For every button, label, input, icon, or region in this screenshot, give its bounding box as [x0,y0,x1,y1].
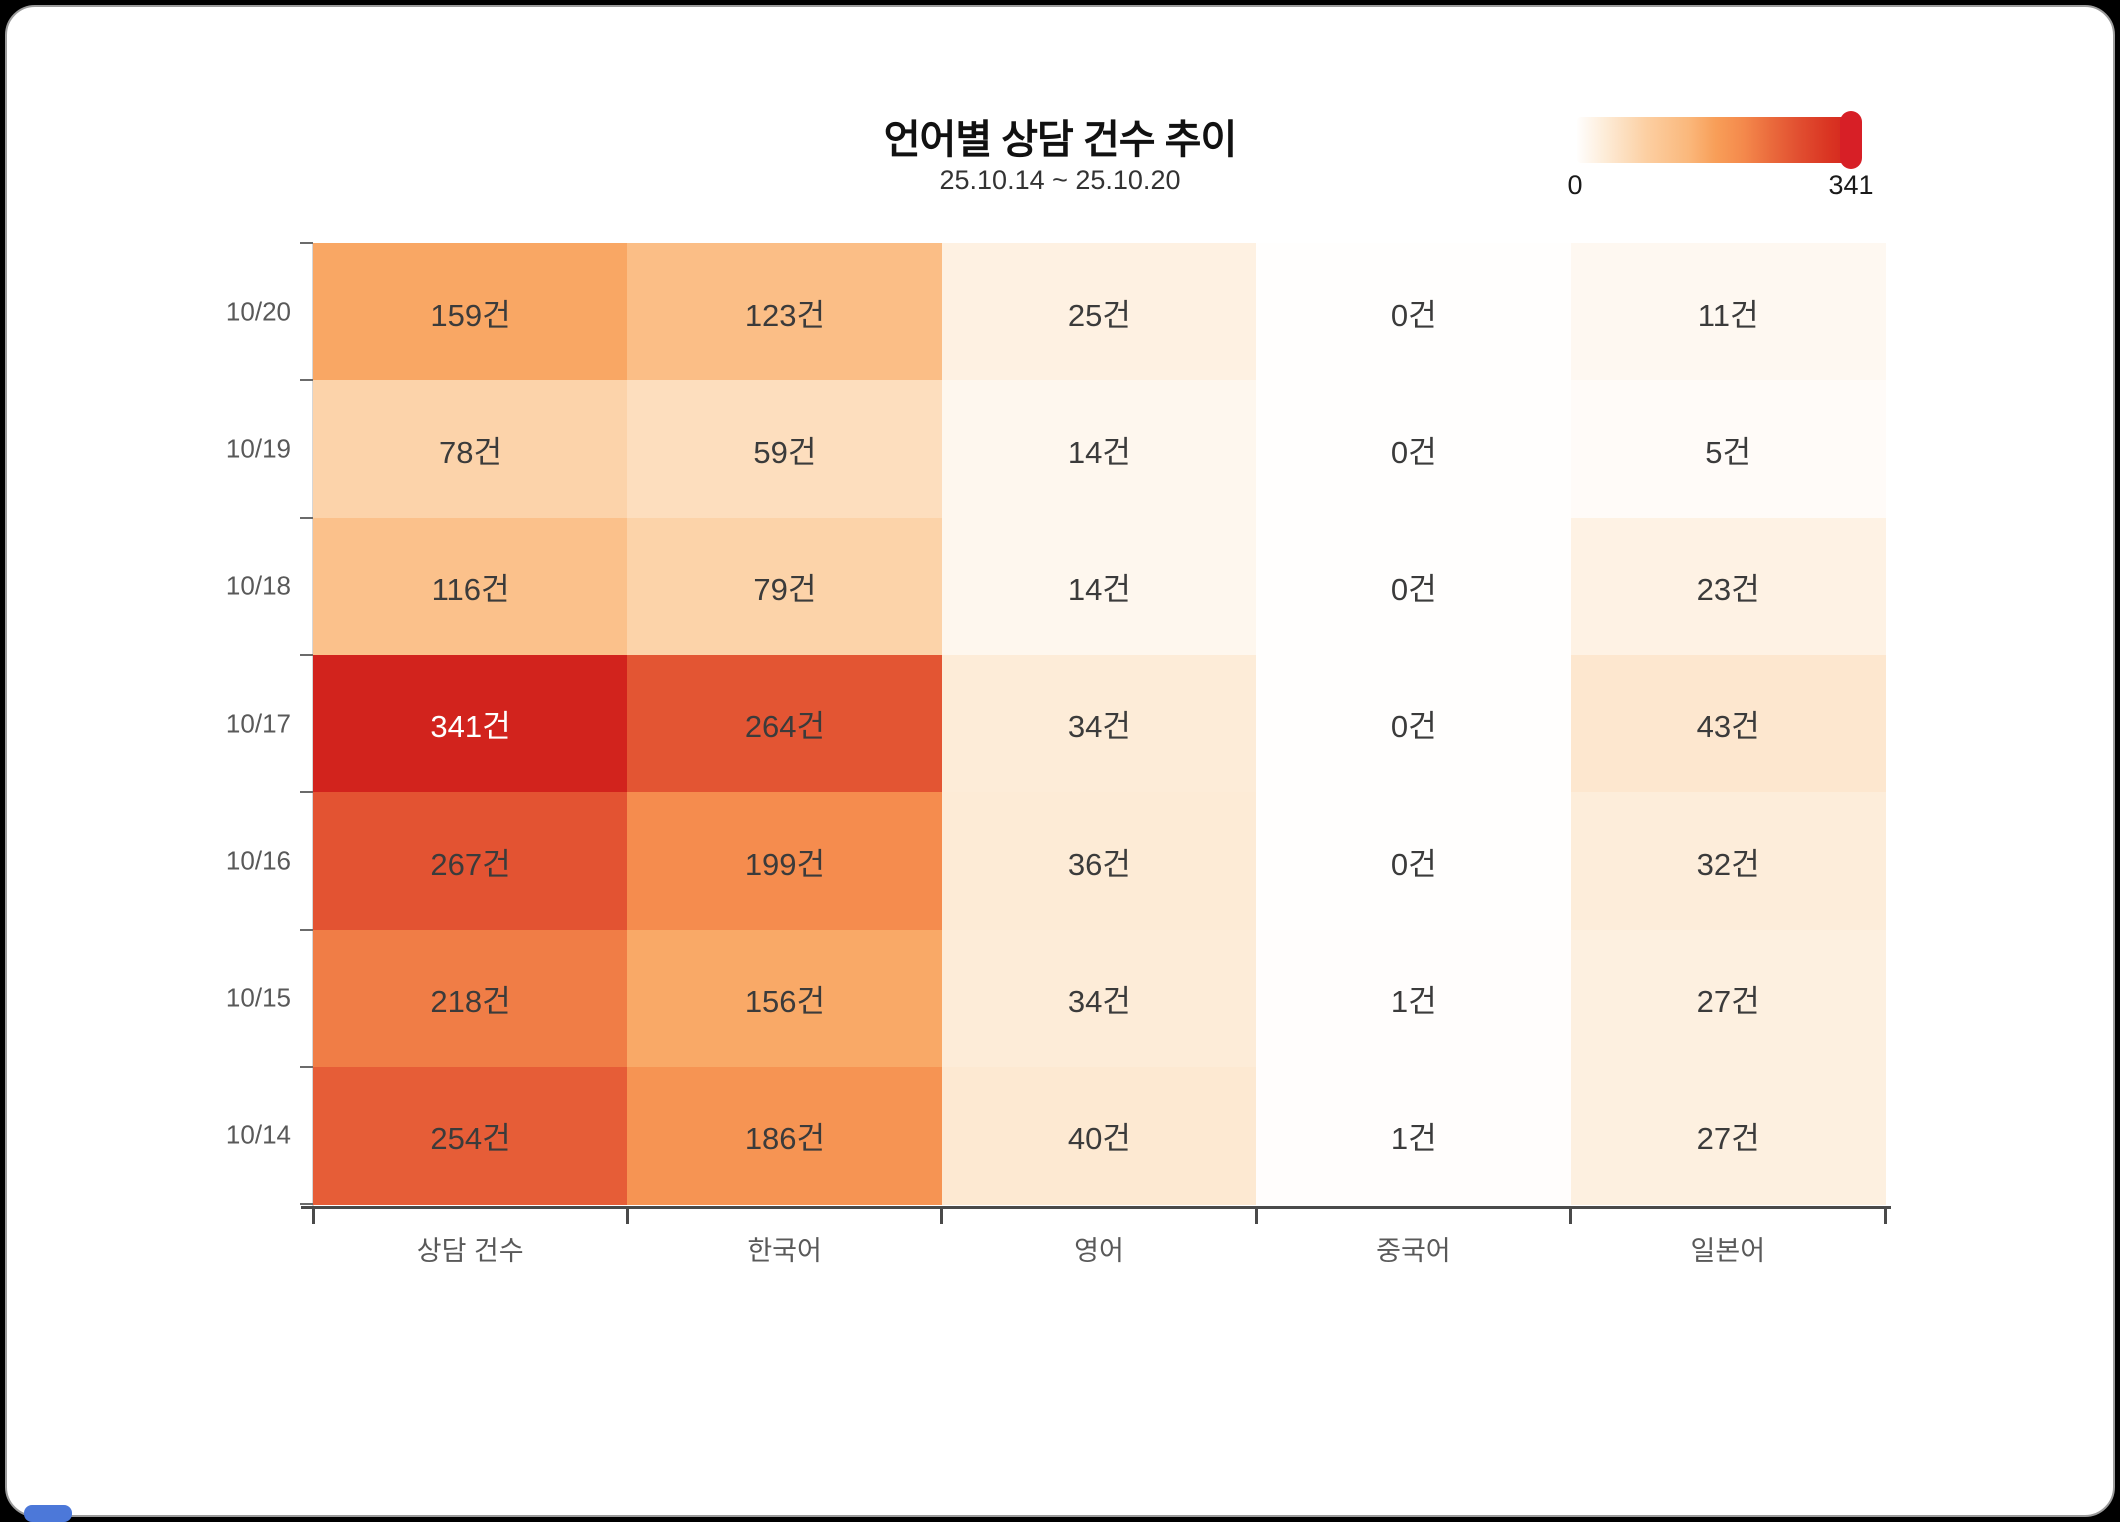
heatmap-cell[interactable]: 27건 [1570,1066,1886,1205]
y-axis-label: 10/20 [225,296,291,327]
heatmap-cell[interactable]: 264건 [627,654,943,793]
heatmap-cell[interactable]: 36건 [941,792,1257,931]
heatmap-cell[interactable]: 43건 [1570,654,1886,793]
legend-gradient-bar [1577,117,1855,163]
legend-max-marker [1840,111,1862,169]
heatmap-cell[interactable]: 34건 [941,654,1257,793]
x-axis-line [301,1206,1891,1209]
x-axis-tick [940,1206,944,1224]
heatmap-cell[interactable]: 79건 [627,517,943,656]
heatmap-cell[interactable]: 341건 [313,654,629,793]
x-axis-label: 중국어 [1376,1236,1451,1266]
legend-max-label: 341 [1828,170,1874,200]
x-axis-tick [311,1206,315,1224]
heatmap-cell[interactable]: 1건 [1256,929,1572,1068]
y-axis-tick [300,516,313,519]
legend-min-label: 0 [1567,170,1583,200]
heatmap-cell[interactable]: 0건 [1256,792,1572,931]
heatmap-cell[interactable]: 32건 [1570,792,1886,931]
y-axis-label: 10/16 [225,845,291,876]
heatmap-cell[interactable]: 0건 [1256,654,1572,793]
heatmap-cell[interactable]: 254건 [313,1066,629,1205]
heatmap-cell[interactable]: 267건 [313,792,629,931]
page-title: 언어별 상담 건수 추이 [883,118,1238,162]
heatmap-cell[interactable]: 156건 [627,929,943,1068]
heatmap-cell[interactable]: 123건 [627,243,943,381]
y-axis-label: 10/18 [225,570,291,601]
x-axis-tick [1569,1206,1573,1224]
heatmap-cell[interactable]: 1건 [1256,1066,1572,1205]
x-axis-label: 영어 [1074,1236,1124,1266]
x-axis-label: 상담 건수 [416,1236,524,1266]
x-axis-tick [625,1206,629,1224]
y-axis-tick [300,1203,313,1206]
heatmap-cell[interactable]: 78건 [313,380,629,519]
heatmap-cell[interactable]: 186건 [627,1066,943,1205]
y-axis-tick [300,653,313,656]
heatmap-cell[interactable]: 218건 [313,929,629,1068]
heatmap-cell[interactable]: 5건 [1570,380,1886,519]
y-axis-tick [300,1065,313,1068]
x-axis-label: 일본어 [1690,1236,1766,1266]
heatmap-cell[interactable]: 14건 [941,380,1257,519]
heatmap-cell[interactable]: 40건 [941,1066,1257,1205]
y-axis-tick [300,242,313,244]
date-range-subtitle: 25.10.14 ~ 25.10.20 [939,165,1181,195]
heatmap-cell[interactable]: 0건 [1256,517,1572,656]
y-axis-tick [300,791,313,794]
x-axis-tick [1254,1206,1258,1224]
heatmap-cell[interactable]: 27건 [1570,929,1886,1068]
heatmap-cell[interactable]: 34건 [941,929,1257,1068]
y-axis-tick [300,928,313,931]
y-axis-tick [300,379,313,382]
taskbar-fragment [24,1505,72,1522]
heatmap-cell[interactable]: 14건 [941,517,1257,656]
heatmap-cell[interactable]: 0건 [1256,243,1572,381]
y-axis-label: 10/14 [225,1119,291,1150]
x-axis-label: 한국어 [747,1236,822,1266]
heatmap-cell[interactable]: 199건 [627,792,943,931]
heatmap-cell[interactable]: 25건 [941,243,1257,381]
heatmap-cell[interactable]: 23건 [1570,517,1886,656]
heatmap-cell[interactable]: 159건 [313,243,629,381]
y-axis-label: 10/17 [225,708,291,739]
heatmap-cell[interactable]: 11건 [1570,243,1886,381]
y-axis-label: 10/19 [225,433,291,464]
heatmap-cell[interactable]: 116건 [313,517,629,656]
x-axis-tick [1883,1206,1887,1224]
y-axis-label: 10/15 [225,982,291,1013]
heatmap-cell[interactable]: 59건 [627,380,943,519]
heatmap-cell[interactable]: 0건 [1256,380,1572,519]
chart-card: 언어별 상담 건수 추이 25.10.14 ~ 25.10.20 0 341 1… [5,5,2115,1517]
